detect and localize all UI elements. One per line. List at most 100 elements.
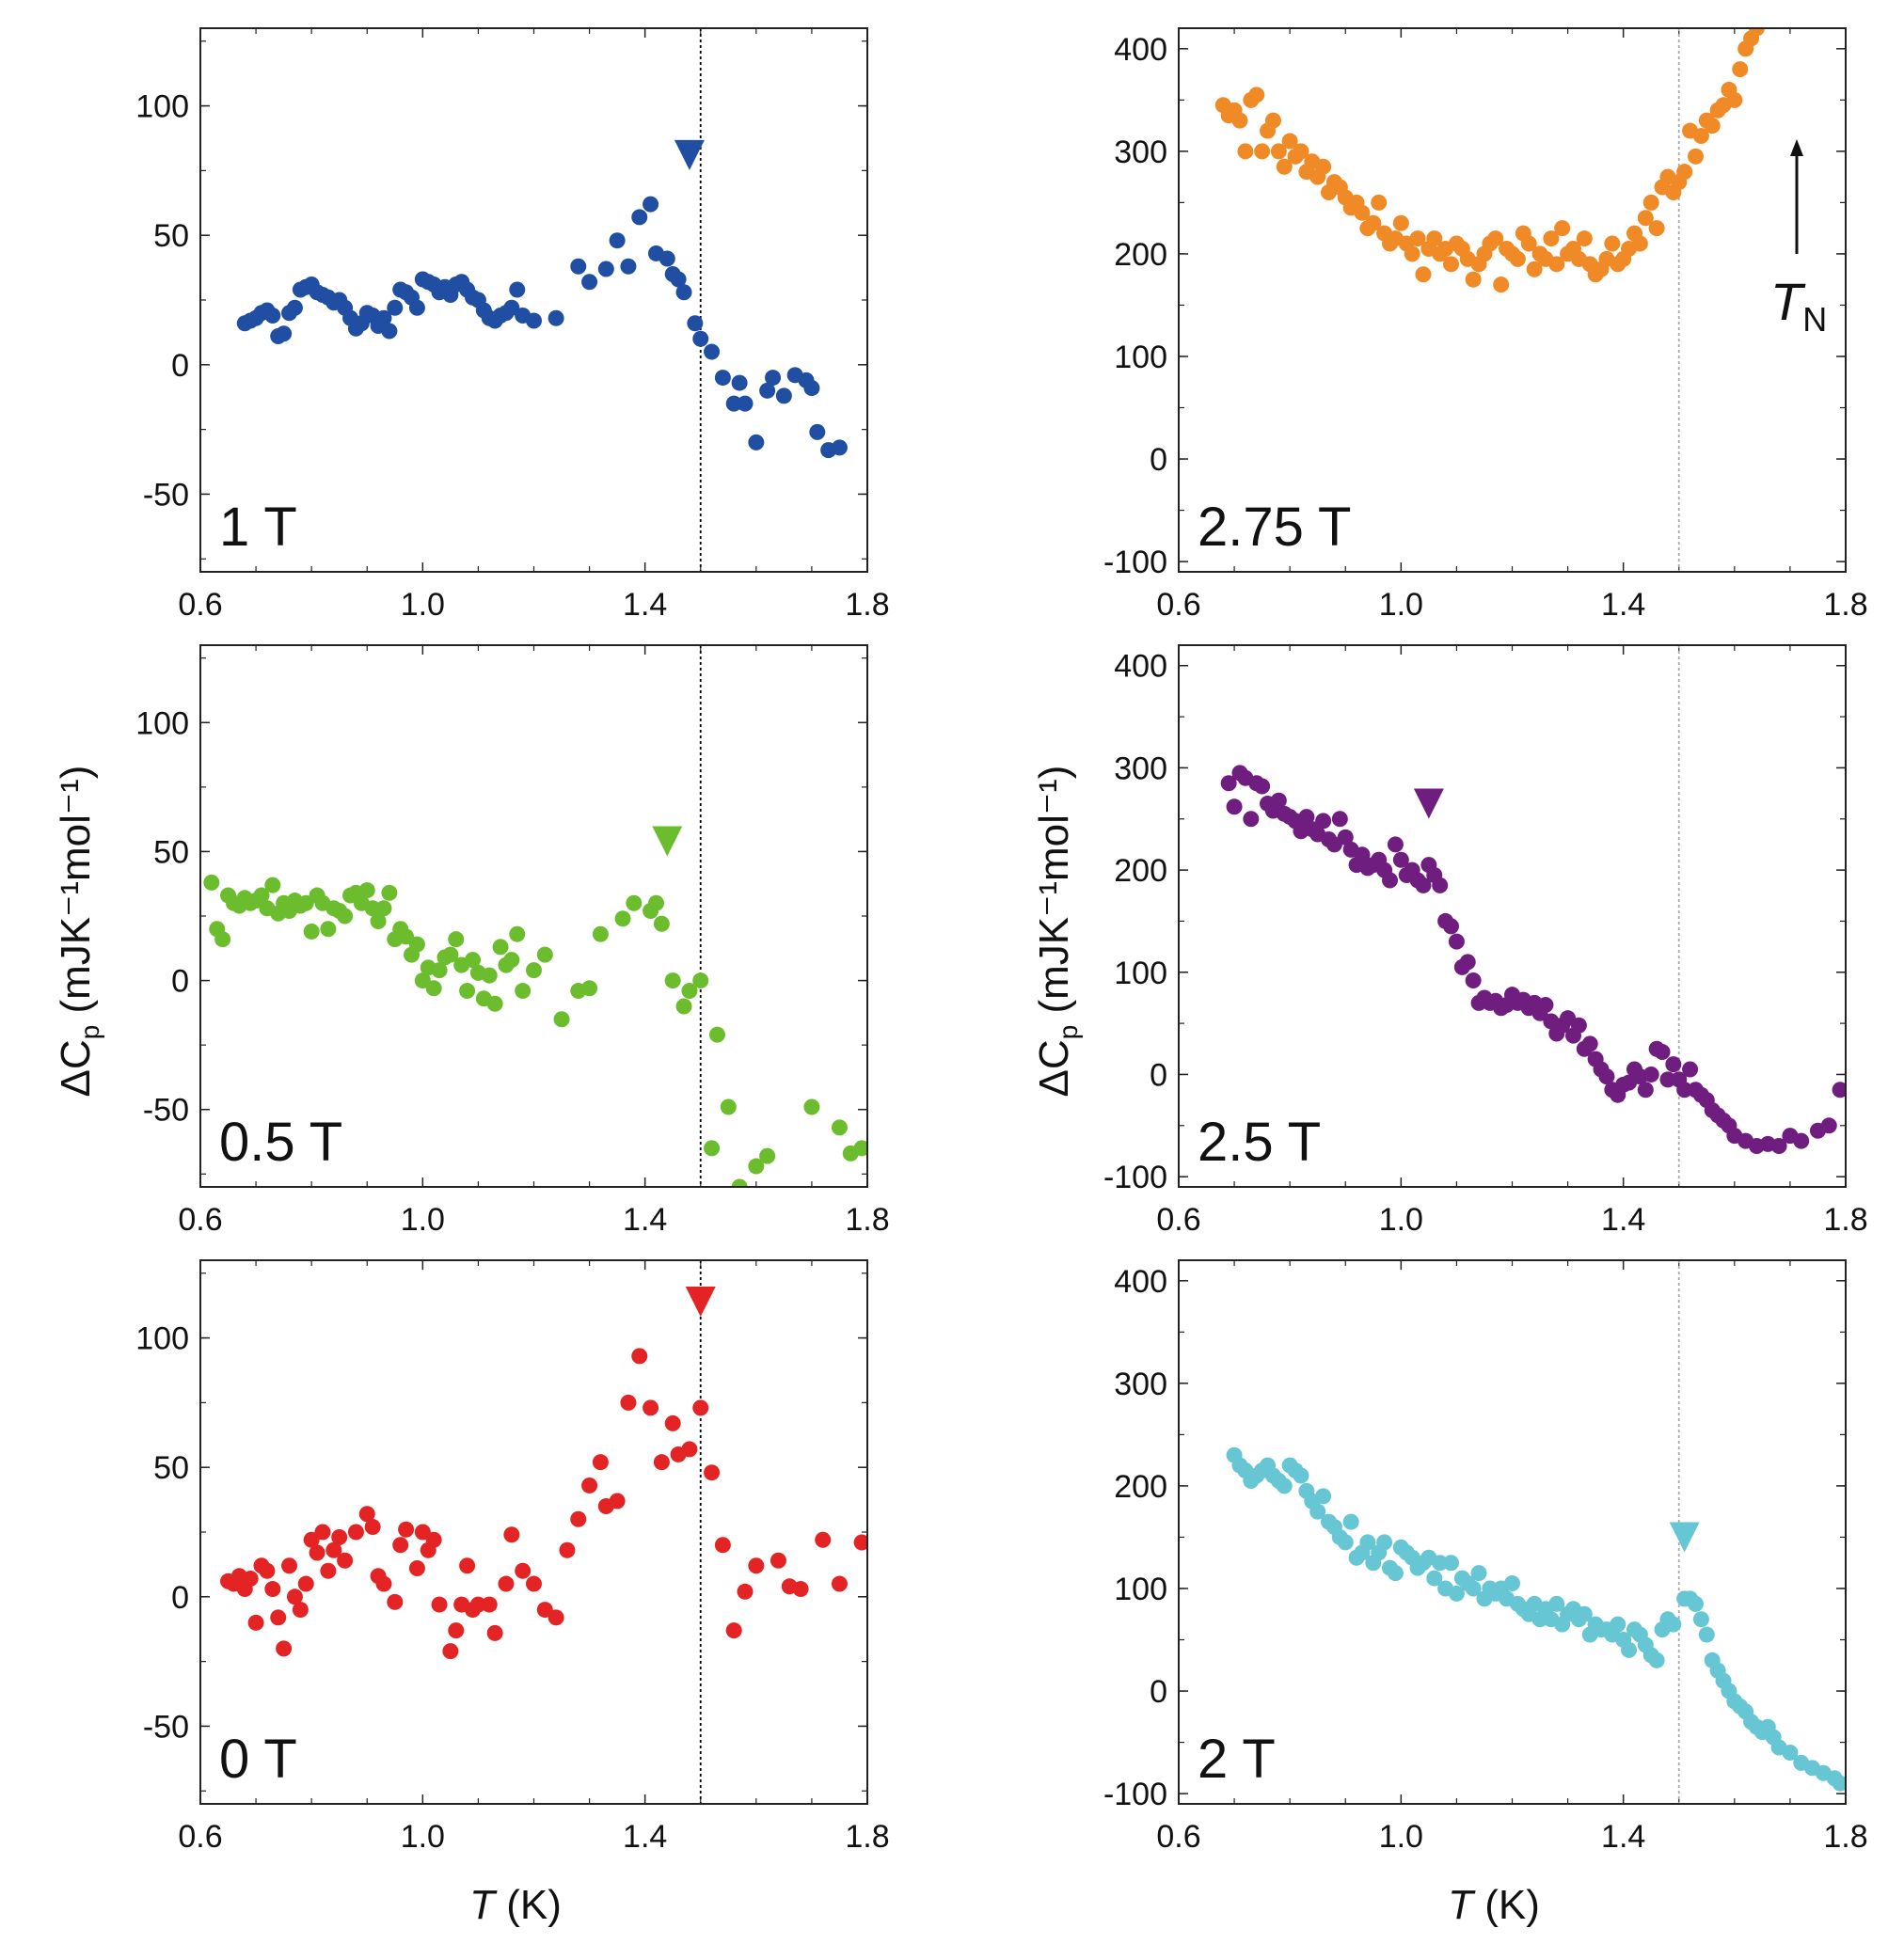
data-point	[1465, 1580, 1482, 1597]
y-tick-label: 200	[1114, 1469, 1167, 1505]
data-point	[1243, 811, 1260, 828]
data-point	[1354, 204, 1371, 221]
data-point	[492, 939, 509, 956]
data-point	[297, 1575, 314, 1592]
x-tick-label: 1.0	[401, 587, 445, 623]
panel-2: 0.6 1.0 1.4 1.8 -100 0 100 200 300 400 2.75 T	[1103, 27, 1868, 623]
y-tick-label: 0	[171, 1580, 189, 1616]
field-label: 2.75 T	[1198, 497, 1351, 558]
data-point	[276, 1640, 293, 1657]
data-point	[1548, 256, 1565, 273]
data-point	[803, 1098, 820, 1115]
data-point	[1387, 836, 1404, 853]
data-point	[1676, 164, 1693, 181]
data-point	[398, 928, 415, 945]
data-point	[581, 980, 598, 997]
data-point	[1426, 230, 1443, 247]
data-point	[1331, 811, 1348, 828]
data-point	[1692, 1611, 1709, 1628]
data-point	[1276, 1478, 1293, 1494]
data-point	[1359, 1534, 1376, 1551]
data-point	[337, 1552, 354, 1569]
data-point	[509, 925, 526, 942]
x-tick-label: 1.8	[1823, 1819, 1867, 1855]
y-axis-title-left: ΔCp (mJK⁻¹mol⁻¹)	[53, 766, 104, 1098]
x-tick-label: 1.8	[1823, 587, 1867, 623]
data-point	[1281, 133, 1298, 150]
data-point	[481, 967, 498, 984]
data-point	[286, 299, 303, 316]
data-point	[1637, 210, 1654, 227]
y-tick-label: 300	[1114, 1367, 1167, 1402]
data-point	[442, 946, 459, 963]
data-point	[1443, 1555, 1460, 1572]
data-point	[1520, 235, 1537, 252]
data-point	[815, 1531, 832, 1548]
data-point	[759, 1147, 776, 1164]
data-point	[1642, 194, 1659, 211]
data-series	[203, 874, 867, 1187]
data-point	[792, 1581, 809, 1598]
data-point	[503, 952, 520, 969]
data-point	[242, 1571, 259, 1588]
data-point	[704, 343, 721, 360]
data-point	[1231, 112, 1248, 129]
data-point	[1448, 933, 1465, 950]
transition-marker	[685, 1287, 716, 1318]
data-point	[408, 299, 425, 316]
data-point	[614, 910, 631, 927]
data-point	[1354, 846, 1371, 863]
field-label: 0.5 T	[219, 1112, 342, 1173]
data-point	[1392, 214, 1409, 231]
y-tick-label: -50	[143, 1709, 189, 1745]
data-point	[1293, 143, 1309, 160]
data-point	[1270, 143, 1287, 160]
plot-frame	[1178, 1259, 1847, 1805]
field-label: 2 T	[1198, 1729, 1276, 1790]
data-point	[1698, 1626, 1715, 1643]
y-tick-label: 50	[153, 218, 189, 254]
data-point	[643, 1399, 659, 1416]
x-tick-label: 0.6	[178, 587, 222, 623]
x-tick-label: 0.6	[178, 1819, 222, 1855]
tn-annotation: TN	[1770, 139, 1827, 339]
data-point	[1581, 1035, 1598, 1052]
data-point	[1598, 1068, 1615, 1085]
data-point	[609, 232, 626, 249]
x-tick-label: 1.8	[845, 587, 889, 623]
data-point	[643, 196, 659, 213]
x-axis-title-right: T (K)	[1448, 1882, 1540, 1928]
data-point	[431, 962, 448, 979]
x-tick-label: 1.4	[1601, 1819, 1645, 1855]
data-series	[220, 1348, 867, 1660]
data-point	[375, 900, 392, 917]
data-point	[1537, 997, 1554, 1014]
x-tick-label: 1.8	[845, 1819, 889, 1855]
data-point	[414, 1524, 431, 1541]
data-point	[737, 1583, 754, 1600]
data-point	[1465, 972, 1482, 988]
panels: 0.6 1.0 1.4 1.8 -50 0 50 100 1 T 0.6 1.0 1.4 1.8 -100…	[135, 27, 1868, 1855]
data-point	[309, 1544, 325, 1561]
data-point	[1432, 877, 1449, 893]
data-point	[1264, 112, 1281, 129]
x-tick-label: 0.6	[1156, 1202, 1200, 1238]
data-point	[631, 1348, 648, 1365]
data-point	[459, 983, 476, 1000]
data-point	[387, 299, 404, 316]
x-tick-label: 1.4	[623, 587, 667, 623]
data-point	[364, 900, 381, 917]
data-point	[203, 874, 220, 891]
data-point	[681, 983, 698, 1000]
y-tick-label: 0	[1150, 1674, 1167, 1710]
data-point	[498, 1575, 515, 1592]
data-point	[1726, 91, 1743, 108]
data-point	[704, 1464, 721, 1481]
y-tick-label: 100	[1114, 1572, 1167, 1607]
data-point	[347, 1524, 364, 1541]
data-point	[320, 1562, 337, 1579]
data-point	[448, 931, 465, 948]
data-point	[1648, 1652, 1665, 1668]
data-point	[1504, 1575, 1520, 1592]
data-point	[1687, 1595, 1704, 1612]
